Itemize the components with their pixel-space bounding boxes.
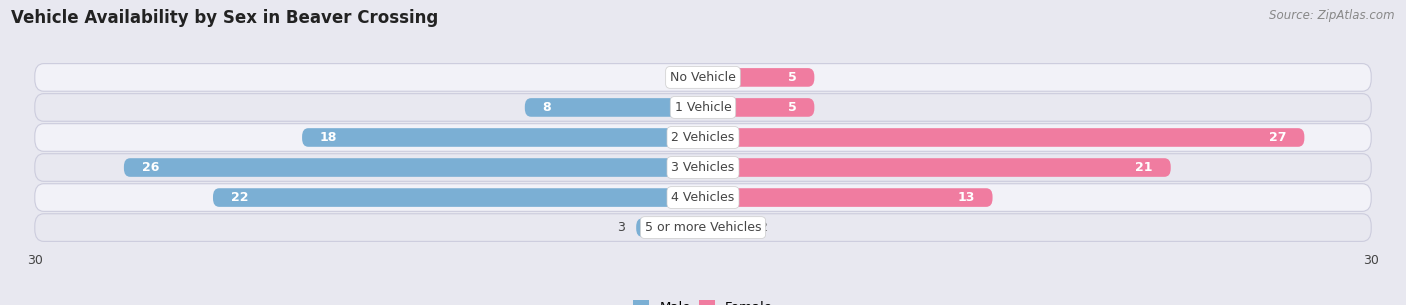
Text: 3 Vehicles: 3 Vehicles <box>672 161 734 174</box>
FancyBboxPatch shape <box>35 94 1371 121</box>
Text: No Vehicle: No Vehicle <box>671 71 735 84</box>
FancyBboxPatch shape <box>35 154 1371 181</box>
FancyBboxPatch shape <box>35 124 1371 151</box>
Text: Source: ZipAtlas.com: Source: ZipAtlas.com <box>1270 9 1395 22</box>
FancyBboxPatch shape <box>124 158 703 177</box>
Text: 26: 26 <box>142 161 159 174</box>
FancyBboxPatch shape <box>212 188 703 207</box>
Text: 27: 27 <box>1270 131 1286 144</box>
Text: 22: 22 <box>231 191 249 204</box>
Text: 18: 18 <box>321 131 337 144</box>
Text: 21: 21 <box>1136 161 1153 174</box>
Text: Vehicle Availability by Sex in Beaver Crossing: Vehicle Availability by Sex in Beaver Cr… <box>11 9 439 27</box>
Text: 4 Vehicles: 4 Vehicles <box>672 191 734 204</box>
FancyBboxPatch shape <box>302 128 703 147</box>
Legend: Male, Female: Male, Female <box>628 296 778 305</box>
FancyBboxPatch shape <box>35 64 1371 91</box>
FancyBboxPatch shape <box>703 98 814 117</box>
Text: 8: 8 <box>543 101 551 114</box>
FancyBboxPatch shape <box>524 98 703 117</box>
FancyBboxPatch shape <box>703 128 1305 147</box>
FancyBboxPatch shape <box>636 218 703 237</box>
Text: 2: 2 <box>759 221 766 234</box>
FancyBboxPatch shape <box>703 158 1171 177</box>
FancyBboxPatch shape <box>703 68 814 87</box>
Text: 13: 13 <box>957 191 974 204</box>
Text: 1 Vehicle: 1 Vehicle <box>675 101 731 114</box>
FancyBboxPatch shape <box>703 218 748 237</box>
Text: 0: 0 <box>683 71 692 84</box>
FancyBboxPatch shape <box>35 184 1371 211</box>
Text: 3: 3 <box>617 221 626 234</box>
Text: 5 or more Vehicles: 5 or more Vehicles <box>645 221 761 234</box>
Text: 5: 5 <box>787 71 797 84</box>
FancyBboxPatch shape <box>703 188 993 207</box>
Text: 2 Vehicles: 2 Vehicles <box>672 131 734 144</box>
FancyBboxPatch shape <box>35 214 1371 241</box>
Text: 5: 5 <box>787 101 797 114</box>
